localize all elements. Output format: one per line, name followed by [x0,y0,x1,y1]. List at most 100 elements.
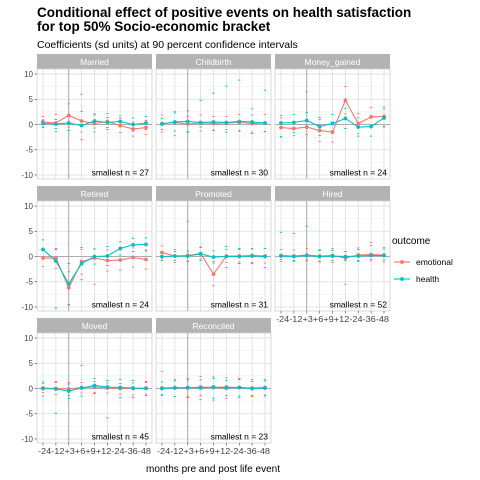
y-tick-label: 0 [29,120,34,129]
point-emotional [105,258,110,263]
point-health [224,120,229,125]
point-health [356,125,361,129]
panel-strip [275,186,390,201]
point-emotional [79,119,84,123]
point-health [172,120,177,124]
panel-hired: Hired smallest n = 52 -24-12+3+6+9+12-24-3… [274,186,391,324]
point-emotional [291,126,296,131]
point-health [250,120,255,124]
panel-strip [156,318,271,333]
point-health [291,120,296,125]
y-tick-label: -5 [26,278,34,287]
point-health [92,254,97,259]
point-health [105,254,110,258]
point-health [118,119,123,124]
panel-n-note: smallest n = 27 [92,168,150,178]
panel-n-note: smallest n = 23 [211,432,269,442]
point-emotional [53,256,58,260]
point-health [53,259,58,263]
point-health [304,253,309,258]
point-health [79,123,84,128]
point-emotional [66,113,71,118]
point-health [92,119,97,123]
point-health [237,254,242,259]
point-health [369,253,374,258]
point-health [211,385,216,389]
y-tick-label: -5 [26,410,34,419]
point-emotional [304,125,309,129]
y-tick-label: -5 [26,146,34,155]
point-emotional [211,272,216,277]
legend-label-health: health [416,274,439,284]
point-emotional [131,127,136,131]
x-axis-label: months pre and post life event [146,464,280,475]
point-health [382,116,386,120]
point-health [105,385,110,389]
panel-strip [275,54,390,69]
point-emotional [343,98,348,103]
point-health [53,122,58,126]
panel-strip-label: Married [80,57,109,67]
point-health [237,119,242,124]
point-health [279,254,283,258]
point-health [66,281,71,286]
point-health [330,254,335,258]
panel-reconciled: Reconciled smallest n = 23 -24-12+3+6+9+12… [155,318,272,456]
point-emotional [144,125,148,130]
point-health [250,254,255,258]
panel-childbirth: Childbirth smallest n = 30 [155,54,272,180]
point-health [343,254,348,259]
panel-strip-label: Hired [322,189,343,199]
point-emotional [144,257,148,262]
panel-moved: Moved smallest n = 45 -10 -5 0 5 10 -24-12+3+6+… [21,318,153,456]
point-emotional [279,125,283,130]
point-health [224,254,229,259]
panel-strip-label: Childbirth [196,57,232,67]
legend-title: outcome [392,236,431,247]
panel-retired: Retired smallest n = 24 -10 -5 0 5 10 [21,186,153,312]
point-health [79,261,84,266]
point-health [291,254,296,259]
point-health [144,386,148,391]
point-health [343,116,348,121]
panel-n-note: smallest n = 52 [330,300,388,310]
y-tick-label: 5 [29,227,34,236]
point-health [131,242,136,247]
point-health [118,246,123,251]
point-health [263,254,267,259]
point-health [144,242,148,247]
chart-title-line-2: for top 50% Socio-economic bracket [37,19,271,34]
legend: outcome emotional health [392,236,453,284]
point-emotional [330,130,335,134]
y-tick-label: 10 [24,202,33,211]
panel-n-note: smallest n = 24 [330,168,388,178]
facet-panels: Married smallest n = 27 -10 -5 0 5 10 Childbirt… [21,54,391,456]
point-health [92,383,97,388]
y-tick-label: 0 [29,252,34,261]
point-health [185,385,190,390]
x-tick-labels: -24-12+3+6+9+12-24-36-48 [38,447,152,456]
point-health [53,387,58,391]
panel-n-note: smallest n = 31 [211,300,269,310]
point-health [105,120,110,125]
panel-strip [37,54,152,69]
point-health [330,121,335,126]
point-emotional [118,123,123,128]
point-health [131,122,136,127]
panel-strip-label: Promoted [195,189,232,199]
panel-strip-label: Retired [81,189,109,199]
point-emotional [369,115,374,119]
panel-strip [37,318,152,333]
chart-title-line-1: Conditional effect of positive events on… [37,5,411,20]
point-health [356,254,361,258]
point-health [211,120,216,124]
panel-married: Married smallest n = 27 -10 -5 0 5 10 [21,54,153,180]
point-health [41,247,45,252]
legend-key-point [400,260,404,264]
y-tick-label: 0 [29,384,34,393]
point-health [160,122,164,126]
y-tick-label: 5 [29,359,34,368]
point-health [41,386,45,391]
point-health [144,121,148,125]
